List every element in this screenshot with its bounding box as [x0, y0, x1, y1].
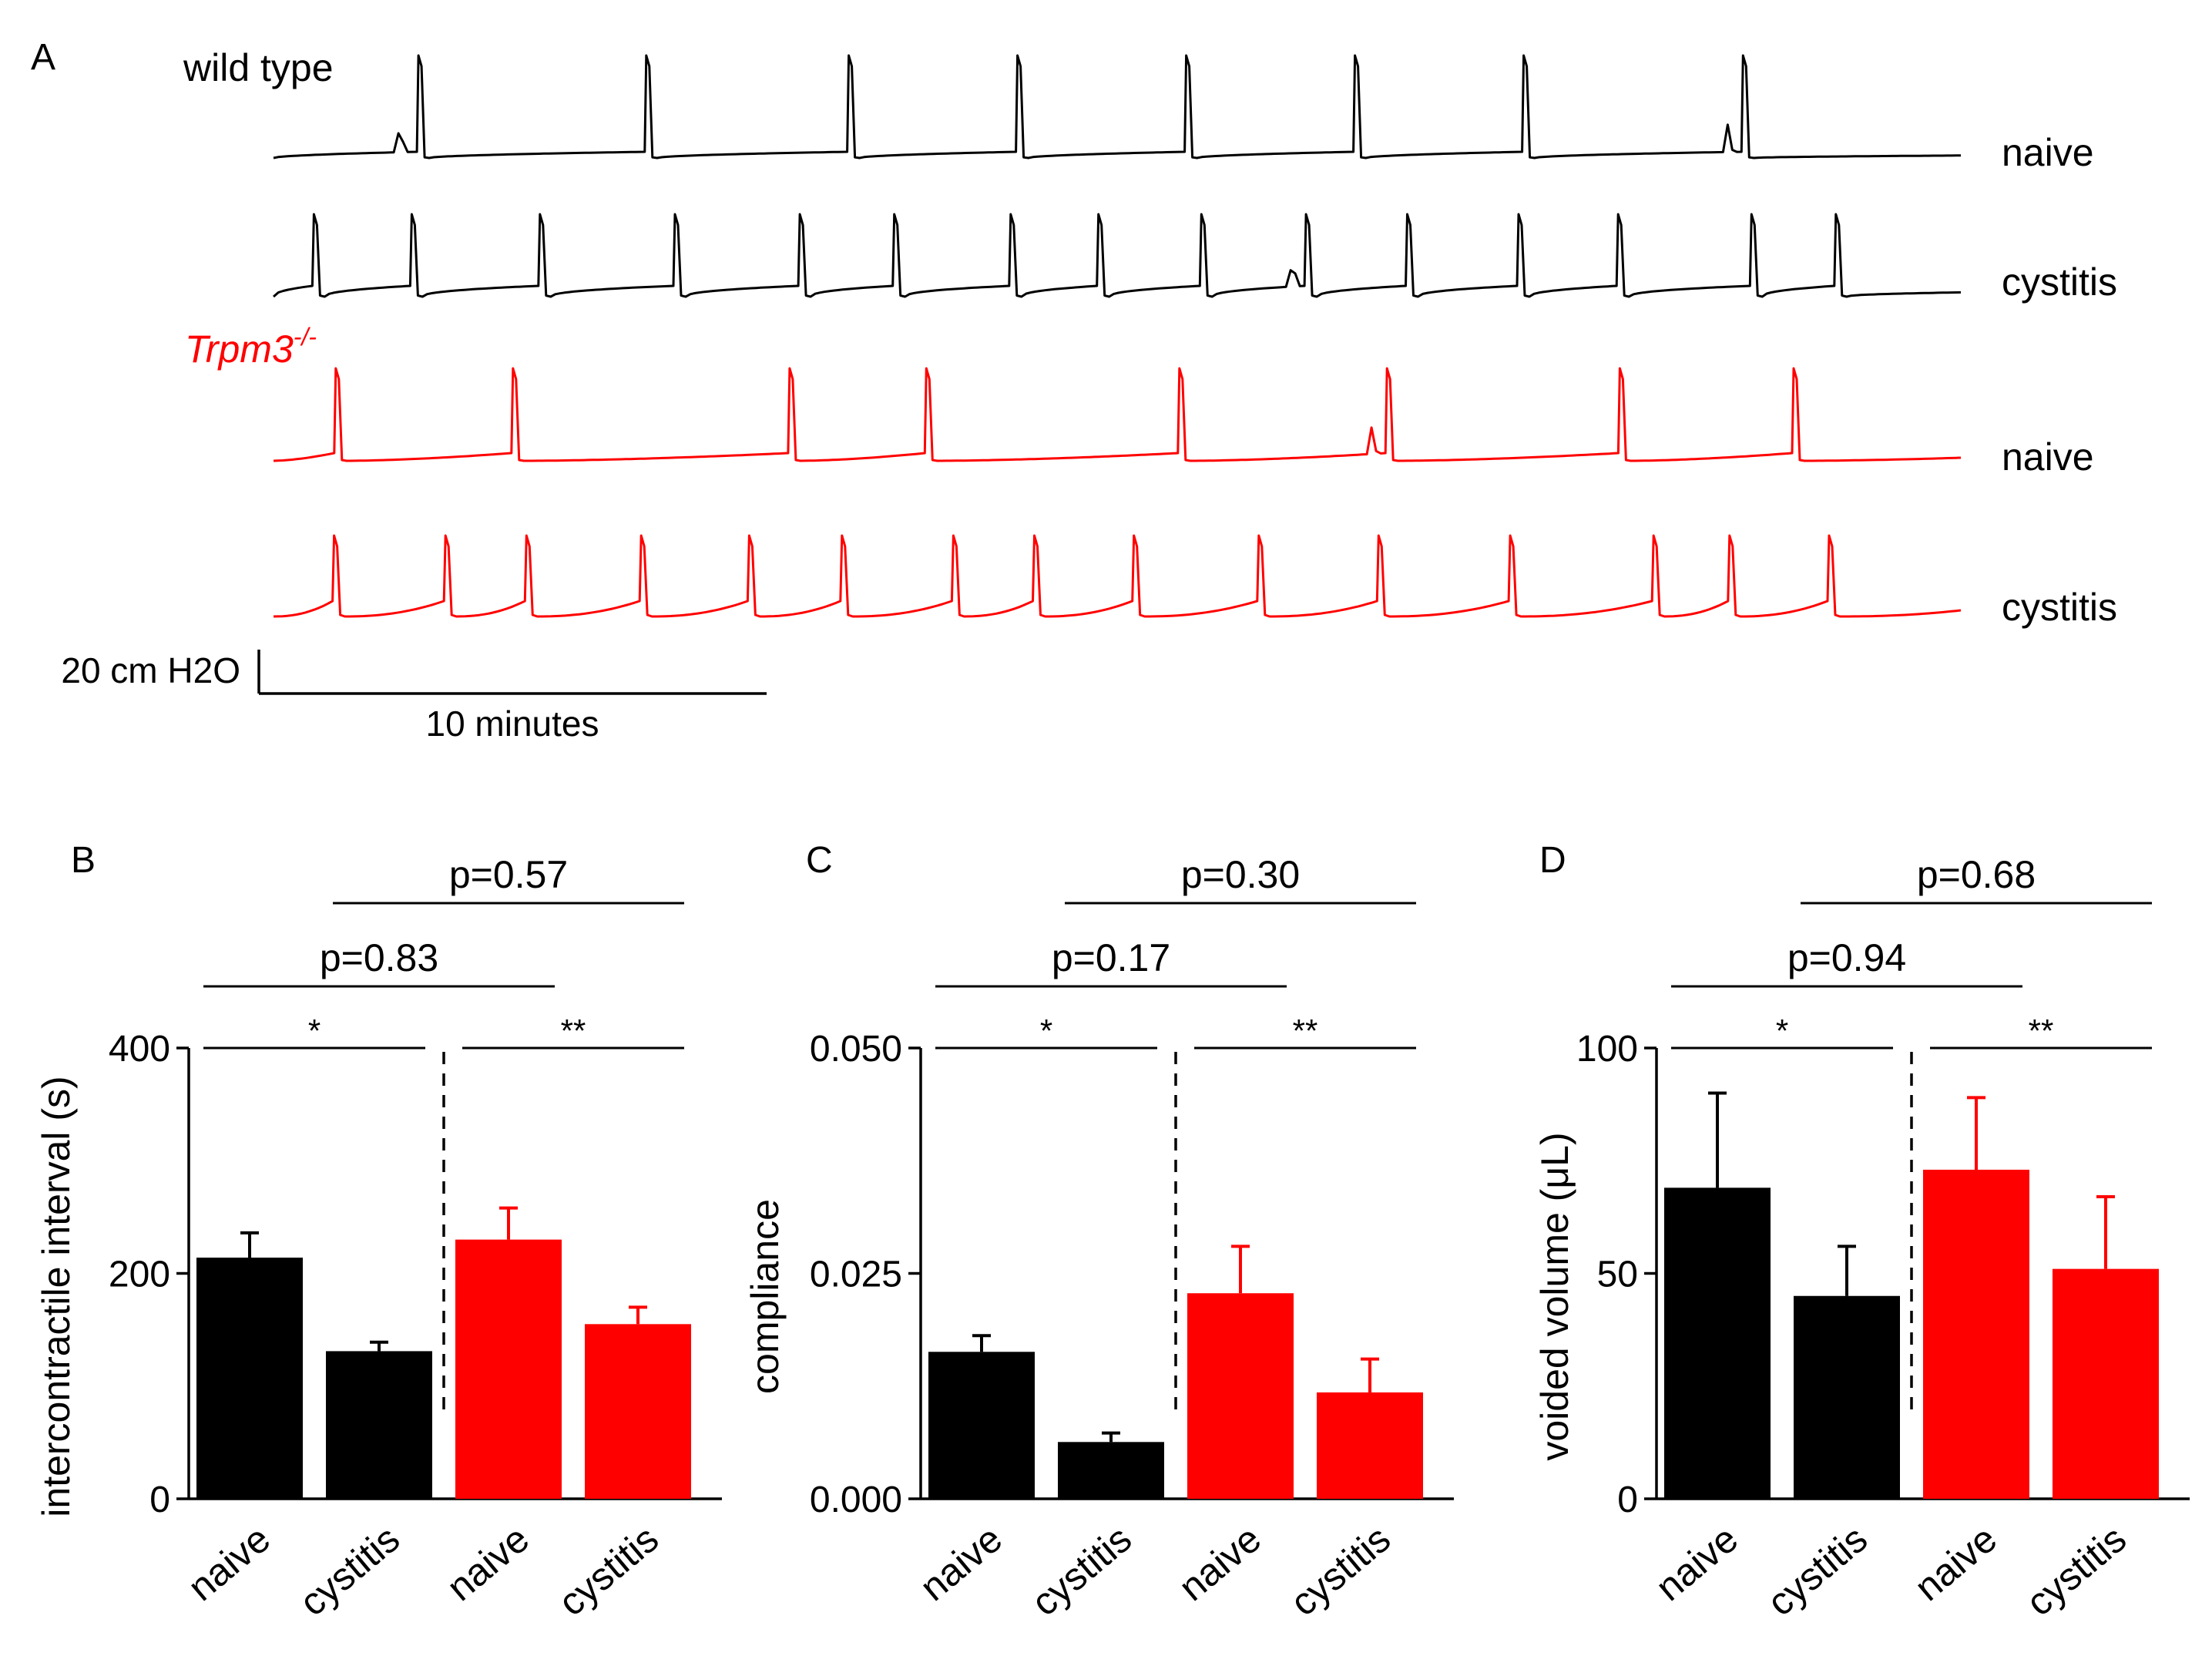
comparison-label: p=0.30 [1181, 853, 1300, 896]
category-label: cystitis [550, 1517, 666, 1624]
panel-a: A wild type Trpm3-/- naive cystitis naiv… [31, 37, 2117, 744]
trace-label-knockout-cystitis: cystitis [2002, 586, 2117, 629]
category-label: cystitis [291, 1517, 408, 1624]
y-tick-label: 0.025 [810, 1255, 902, 1295]
category-label: naive [912, 1517, 1011, 1610]
y-axis-label: compliance [743, 1199, 787, 1394]
category-label: cystitis [1759, 1517, 1875, 1624]
bar-1 [928, 1352, 1035, 1499]
category-label: naive [1907, 1517, 2006, 1610]
panel-a-label: A [31, 37, 55, 78]
comparison-label: ** [2029, 1013, 2054, 1049]
category-label: cystitis [1282, 1517, 1398, 1624]
panel-label-c: C [806, 840, 833, 881]
scale-bar-vertical-label: 20 cm H2O [61, 650, 240, 690]
trace-label-wild-type-cystitis: cystitis [2002, 260, 2117, 304]
wild-type-label: wild type [183, 46, 334, 89]
bar-3 [455, 1239, 562, 1499]
category-label: naive [1171, 1517, 1270, 1610]
category-label: cystitis [2018, 1517, 2134, 1624]
comparison-label: p=0.94 [1787, 936, 1906, 979]
y-tick-label: 100 [1576, 1029, 1638, 1070]
knockout-label: Trpm3-/- [185, 323, 317, 371]
category-label: naive [1648, 1517, 1747, 1610]
y-tick-label: 200 [109, 1255, 170, 1295]
knockout-label-base: Trpm3 [185, 328, 294, 371]
knockout-label-sup: -/- [294, 323, 317, 351]
comparison-label: p=0.68 [1917, 853, 2036, 896]
comparison-label: p=0.17 [1052, 936, 1170, 979]
category-label: cystitis [1023, 1517, 1140, 1624]
comparison-label: ** [561, 1013, 586, 1049]
scale-bar-horizontal-label: 10 minutes [425, 704, 599, 744]
y-tick-label: 0 [149, 1480, 170, 1520]
trace-label-knockout-naive: naive [2002, 435, 2094, 479]
y-axis-label: voided volume (μL) [1533, 1132, 1576, 1460]
comparison-label: p=0.57 [449, 853, 568, 896]
y-tick-label: 0.000 [810, 1480, 902, 1520]
trace-label-wild-type-naive: naive [2002, 131, 2094, 174]
trace-knockout-cystitis [273, 534, 1962, 618]
scale-bar: 20 cm H2O 10 minutes [61, 650, 767, 744]
panel-label-b: B [71, 840, 96, 881]
y-tick-label: 50 [1597, 1255, 1638, 1295]
panel-label-d: D [1539, 840, 1566, 881]
y-axis-label: intercontractile interval (s) [35, 1076, 78, 1517]
bar-1 [1664, 1187, 1771, 1499]
comparison-label: * [1776, 1013, 1788, 1049]
trace-knockout-naive [273, 367, 1962, 462]
comparison-label: * [1040, 1013, 1052, 1049]
bar-3 [1187, 1293, 1294, 1499]
bar-4 [2053, 1268, 2159, 1499]
bar-2 [1058, 1442, 1164, 1499]
comparison-label: p=0.83 [320, 936, 438, 979]
comparison-label: * [308, 1013, 321, 1049]
bar-2 [326, 1351, 432, 1499]
bar-2 [1794, 1295, 1900, 1499]
y-tick-label: 400 [109, 1029, 170, 1070]
bar-4 [585, 1324, 691, 1499]
trace-wild-type-cystitis [273, 213, 1962, 298]
bar-1 [196, 1258, 303, 1499]
bar-4 [1317, 1392, 1423, 1499]
comparison-label: ** [1293, 1013, 1318, 1049]
bar-3 [1923, 1169, 2029, 1499]
y-tick-label: 0 [1617, 1480, 1638, 1520]
trace-wild-type-naive [273, 54, 1961, 160]
category-label: naive [439, 1517, 538, 1610]
category-label: naive [180, 1517, 279, 1610]
y-tick-label: 0.050 [810, 1029, 902, 1070]
panel-b-chart: B 0 200 400 intercontractile interval (s) nai… [35, 840, 722, 1624]
